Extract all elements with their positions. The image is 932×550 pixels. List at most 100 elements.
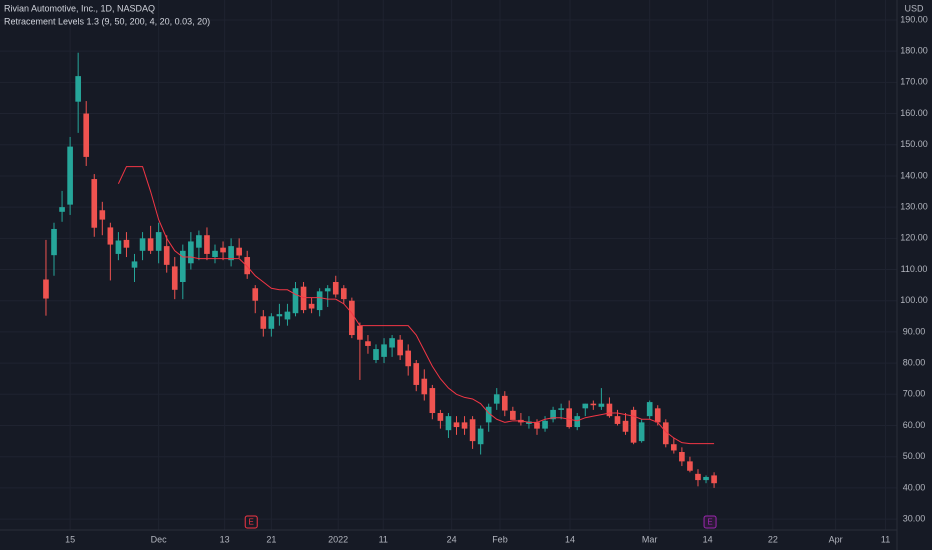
x-tick-label: 21 <box>266 534 276 544</box>
candle-body <box>453 422 460 428</box>
candle-body <box>43 279 49 299</box>
candle-body <box>389 338 395 348</box>
x-tick-label: Feb <box>492 534 508 544</box>
candle-body <box>558 408 564 410</box>
y-tick-label: 140.00 <box>900 170 928 180</box>
candle-body <box>220 247 226 253</box>
event-label: E <box>249 518 254 527</box>
candle-body <box>638 422 645 442</box>
grid <box>0 0 897 530</box>
candle-body <box>147 238 154 251</box>
x-tick-label: Mar <box>642 534 658 544</box>
candle-body <box>292 288 299 314</box>
candle-body <box>316 291 323 311</box>
candle-body <box>429 388 436 414</box>
candle-body <box>485 406 492 423</box>
candle-body <box>179 250 186 283</box>
candle-body <box>123 239 130 248</box>
candle-body <box>542 420 548 429</box>
candle-body <box>405 350 412 367</box>
candle-body <box>357 325 363 340</box>
y-tick-label: 160.00 <box>900 108 928 118</box>
candle-body <box>252 288 259 301</box>
candle-body <box>397 339 403 356</box>
y-tick-label: 80.00 <box>903 357 926 367</box>
x-tick-label: 14 <box>565 534 575 544</box>
indicator-line <box>117 166 715 445</box>
candle-body <box>671 444 677 451</box>
y-tick-label: 100.00 <box>900 295 928 305</box>
candle-body <box>212 250 218 258</box>
candle-body <box>582 403 589 409</box>
candle-body <box>534 422 540 429</box>
candle-body <box>703 476 709 481</box>
candle-body <box>687 461 693 471</box>
y-tick-label: 30.00 <box>903 513 926 523</box>
x-tick-label: 11 <box>881 534 890 544</box>
candle-body <box>236 247 242 256</box>
candle-body <box>75 76 81 102</box>
candle-body <box>324 288 331 292</box>
candle-body <box>99 210 106 220</box>
indicator-legend: Retracement Levels 1.3 (9, 50, 200, 4, 2… <box>4 16 210 26</box>
candle-body <box>244 257 251 275</box>
candle-body <box>695 473 701 481</box>
candle-body <box>171 266 178 290</box>
x-tick-label: Apr <box>829 534 843 544</box>
y-tick-label: 40.00 <box>903 482 926 492</box>
candle-body <box>510 410 516 420</box>
candle-body <box>413 363 420 385</box>
candle-body <box>83 113 90 157</box>
y-tick-label: 90.00 <box>903 326 926 336</box>
candle-body <box>501 395 508 411</box>
candle-body <box>566 408 573 428</box>
candle-body <box>188 241 194 264</box>
candle-body <box>461 422 468 429</box>
x-tick-label: 14 <box>703 534 713 544</box>
candle-body <box>679 452 685 462</box>
y-tick-label: 170.00 <box>900 77 928 87</box>
event-marker <box>703 515 717 529</box>
candle-body <box>308 303 315 309</box>
y-tick-label: 70.00 <box>903 389 926 399</box>
plot <box>43 52 717 488</box>
x-tick-label: 22 <box>768 534 778 544</box>
candle-body <box>59 207 65 212</box>
candle-body <box>469 419 476 442</box>
y-tick-label: 120.00 <box>900 233 928 243</box>
candle-body <box>67 146 73 205</box>
candle-body <box>711 475 717 484</box>
candle-body <box>276 314 283 317</box>
candle-body <box>115 240 122 254</box>
candle-body <box>421 378 428 395</box>
x-tick-label: 11 <box>379 534 388 544</box>
candle-body <box>646 402 653 417</box>
candle-body <box>622 420 629 432</box>
candle-body <box>155 232 162 251</box>
candle-body <box>477 428 484 445</box>
x-tick-label: 15 <box>65 534 75 544</box>
candle-body <box>574 416 581 428</box>
candle-body <box>606 403 613 417</box>
candle-body <box>590 403 597 406</box>
candle-body <box>493 394 500 404</box>
chart-title: Rivian Automotive, Inc., 1D, NASDAQ <box>4 3 155 13</box>
event-label: E <box>707 518 712 527</box>
candle-body <box>204 235 210 254</box>
x-tick-label: 24 <box>447 534 457 544</box>
candle-body <box>614 416 621 424</box>
candle-body <box>373 349 379 360</box>
y-tick-label: 150.00 <box>900 139 928 149</box>
axes: 30.00 40.00 50.00 60.00 70.00 80.00 90.00 100.0… <box>65 14 928 544</box>
candle-body <box>332 282 339 295</box>
y-tick-label: 50.00 <box>903 451 926 461</box>
candle-body <box>445 416 452 431</box>
candle-body <box>91 179 98 228</box>
candle-body <box>284 311 291 320</box>
event-marker <box>244 515 258 529</box>
candle-body <box>630 409 637 443</box>
x-tick-label: 13 <box>220 534 230 544</box>
